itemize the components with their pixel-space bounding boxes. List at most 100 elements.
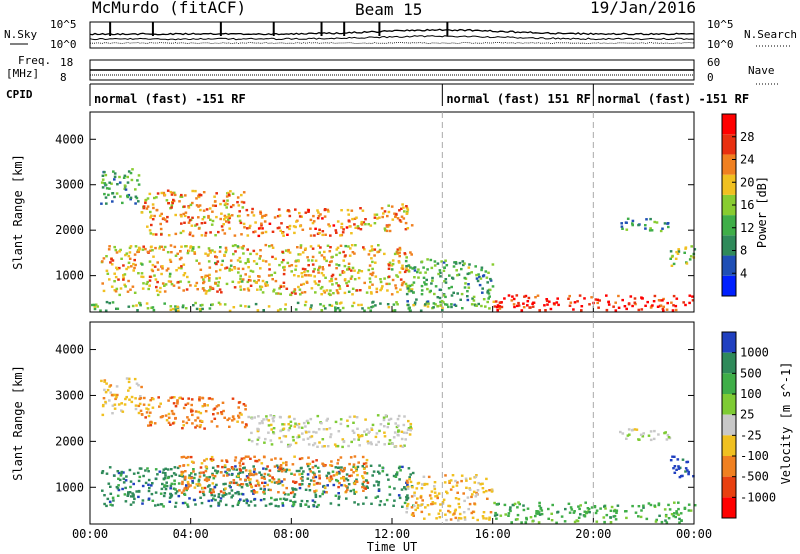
heatmap-cell <box>677 250 681 253</box>
heatmap-cell <box>115 385 119 388</box>
heatmap-cell <box>444 295 447 299</box>
heatmap-cell <box>369 464 373 467</box>
heatmap-cell <box>115 287 119 291</box>
heatmap-cell <box>181 482 184 486</box>
heatmap-cell <box>361 307 364 310</box>
heatmap-cell <box>195 424 199 427</box>
heatmap-cell <box>134 397 137 400</box>
heatmap-cell <box>373 216 377 219</box>
heatmap-cell <box>284 435 288 438</box>
heatmap-cell <box>255 472 258 476</box>
heatmap-cell <box>154 504 157 507</box>
heatmap-cell <box>535 510 538 513</box>
heatmap-cell <box>154 491 158 494</box>
heatmap-cell <box>610 505 614 509</box>
heatmap-cell <box>387 267 391 270</box>
heatmap-cell <box>146 197 150 200</box>
heatmap-cell <box>411 471 415 475</box>
heatmap-cell <box>669 459 673 462</box>
heatmap-cell <box>375 432 379 435</box>
heatmap-cell <box>347 444 350 448</box>
heatmap-cell <box>161 482 164 486</box>
heatmap-cell <box>666 222 670 225</box>
heatmap-cell <box>289 424 293 427</box>
heatmap-cell <box>406 227 410 230</box>
heatmap-cell <box>241 483 245 486</box>
heatmap-cell <box>229 259 233 262</box>
heatmap-cell <box>572 308 575 311</box>
heatmap-cell <box>137 174 141 177</box>
heatmap-cell <box>155 208 159 212</box>
heatmap-cell <box>400 488 404 491</box>
heatmap-cell <box>373 254 376 257</box>
heatmap-cell <box>406 504 409 508</box>
heatmap-cell <box>526 304 529 307</box>
heatmap-cell <box>242 222 246 226</box>
heatmap-cell <box>128 386 132 390</box>
heatmap-cell <box>227 213 231 216</box>
velocity-panel-bg <box>90 322 694 524</box>
heatmap-cell <box>302 470 305 473</box>
heatmap-cell <box>427 475 431 479</box>
heatmap-cell <box>170 396 174 399</box>
heatmap-cell <box>652 437 656 441</box>
heatmap-cell <box>287 423 290 426</box>
heatmap-cell <box>467 283 470 286</box>
heatmap-cell <box>282 427 286 430</box>
heatmap-cell <box>296 436 299 439</box>
heatmap-cell <box>450 294 454 297</box>
heatmap-cell <box>132 482 135 486</box>
heatmap-cell <box>398 246 402 250</box>
heatmap-cell <box>303 274 307 277</box>
heatmap-cell <box>219 303 222 306</box>
heatmap-cell <box>350 468 353 471</box>
heatmap-cell <box>311 221 315 225</box>
heatmap-cell <box>363 309 366 312</box>
heatmap-cell <box>338 251 342 255</box>
heatmap-cell <box>223 218 226 221</box>
heatmap-cell <box>300 291 304 294</box>
heatmap-cell <box>322 289 326 293</box>
heatmap-cell <box>111 301 115 304</box>
heatmap-cell <box>296 246 299 249</box>
heatmap-cell <box>673 501 676 504</box>
heatmap-cell <box>158 405 161 408</box>
heatmap-cell <box>243 288 246 291</box>
heatmap-cell <box>337 492 340 495</box>
heatmap-cell <box>276 309 280 312</box>
heatmap-cell <box>313 280 317 283</box>
heatmap-cell <box>297 422 301 426</box>
heatmap-cell <box>406 484 409 487</box>
heatmap-cell <box>633 301 637 304</box>
colorbar-tick-label: -1000 <box>740 490 776 504</box>
heatmap-cell <box>434 303 437 306</box>
heatmap-cell <box>279 497 282 501</box>
heatmap-cell <box>688 258 692 261</box>
heatmap-cell <box>261 291 265 294</box>
heatmap-cell <box>257 481 260 484</box>
heatmap-cell <box>328 280 332 283</box>
heatmap-cell <box>191 479 194 483</box>
heatmap-cell <box>317 283 320 287</box>
heatmap-cell <box>211 472 214 476</box>
heatmap-cell <box>190 460 194 463</box>
heatmap-cell <box>209 285 212 289</box>
heatmap-cell <box>194 224 197 227</box>
heatmap-cell <box>132 472 136 475</box>
heatmap-cell <box>269 414 272 417</box>
heatmap-cell <box>436 262 440 265</box>
heatmap-cell <box>378 503 382 507</box>
heatmap-cell <box>689 255 693 258</box>
heatmap-cell <box>279 229 282 232</box>
heatmap-cell <box>261 227 264 230</box>
heatmap-cell <box>300 466 303 470</box>
heatmap-cell <box>279 308 282 311</box>
heatmap-cell <box>270 244 274 247</box>
heatmap-cell <box>186 503 189 506</box>
heatmap-cell <box>401 505 404 508</box>
heatmap-cell <box>388 493 392 496</box>
heatmap-cell <box>260 476 264 479</box>
heatmap-cell <box>518 502 521 506</box>
heatmap-cell <box>171 412 175 415</box>
